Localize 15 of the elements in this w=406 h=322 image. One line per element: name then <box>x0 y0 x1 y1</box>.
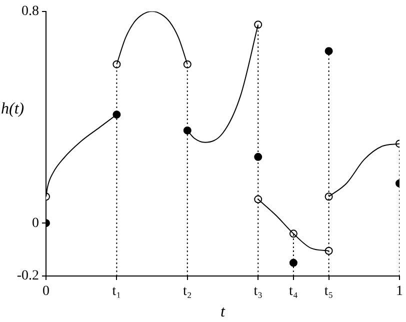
x-tick-label: 1 <box>396 284 403 300</box>
x-tick-label: t₃ <box>254 284 263 300</box>
point <box>289 258 298 267</box>
y-tick-label: -0.2 <box>16 268 39 284</box>
x-tick-label: t₂ <box>183 284 192 300</box>
x-tick-label: t₄ <box>289 284 298 300</box>
x-tick-label: t₁ <box>112 284 122 300</box>
x-axis-title: t <box>220 304 226 321</box>
x-tick-label: t₅ <box>324 284 334 300</box>
y-tick-label: 0 <box>32 216 39 231</box>
y-tick-label: 0.8 <box>22 4 39 20</box>
point <box>254 152 262 161</box>
y-axis-title: h(t) <box>1 100 24 118</box>
point <box>324 47 333 56</box>
x-tick-label: 0 <box>42 284 50 300</box>
